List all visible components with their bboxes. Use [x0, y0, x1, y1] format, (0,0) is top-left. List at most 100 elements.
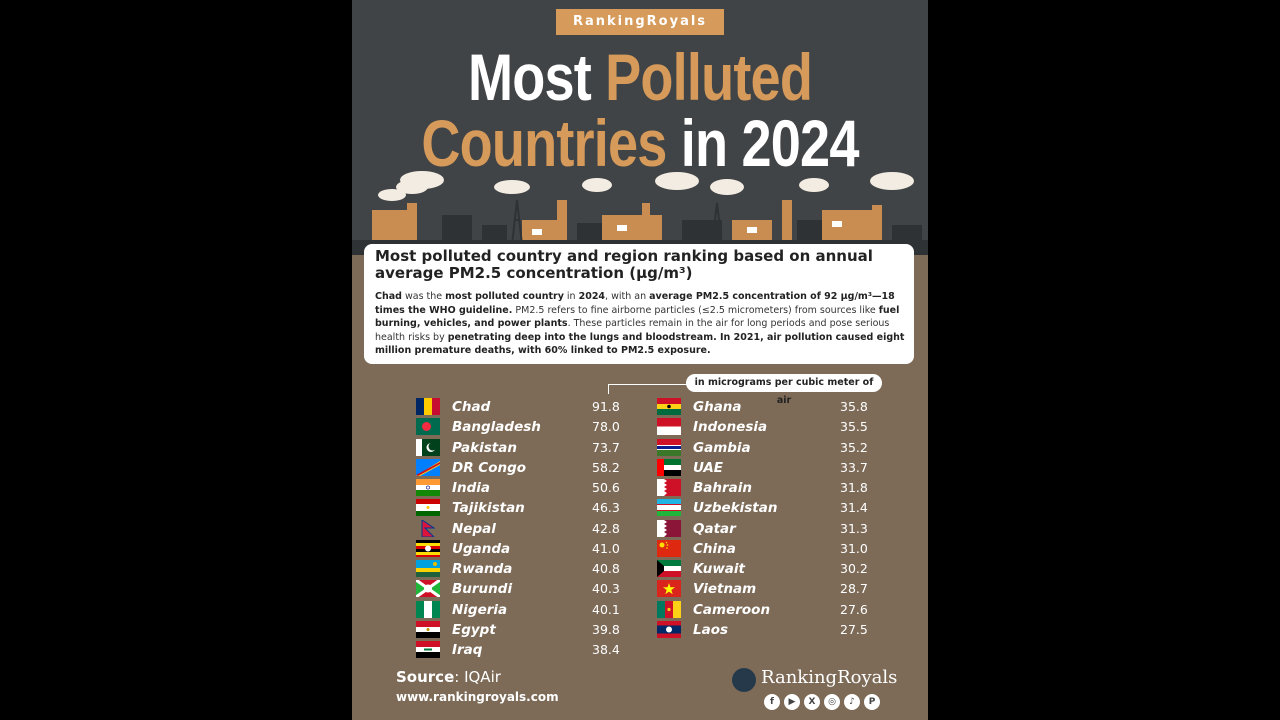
country-row: Uzbekistan 31.4	[657, 499, 880, 519]
country-name: Iraq	[452, 642, 483, 658]
country-name: Ghana	[693, 399, 742, 415]
country-row: Rwanda 40.8	[416, 560, 632, 580]
pm25-value: 35.8	[840, 399, 868, 414]
ranking-royals-logo-icon	[732, 668, 756, 692]
pm25-value: 33.7	[840, 459, 868, 475]
country-row: Cameroon 27.6	[657, 600, 880, 621]
pm25-value: 31.8	[840, 480, 868, 495]
pm25-value: 30.2	[840, 561, 868, 576]
flag-icon	[416, 641, 440, 658]
country-name: Burundi	[452, 581, 513, 598]
country-name: Vietnam	[693, 581, 757, 598]
pm25-value: 27.5	[840, 621, 868, 637]
country-row: Egypt 39.8	[416, 620, 632, 641]
pm25-value: 27.6	[840, 601, 868, 617]
country-name: Qatar	[693, 520, 736, 537]
country-row: Nepal 42.8	[416, 519, 632, 540]
tiktok-icon[interactable]: ♪	[844, 694, 860, 710]
country-name: Indonesia	[693, 419, 768, 436]
country-row: Qatar 31.3	[657, 519, 880, 540]
country-row: Vietnam 28.7	[657, 580, 880, 600]
flag-icon	[416, 438, 440, 456]
country-name: Cameroon	[693, 601, 771, 618]
title-word-year: in 2024	[680, 106, 860, 180]
title-line-1: Most Polluted	[404, 42, 876, 112]
flag-icon	[416, 539, 440, 557]
country-row: Iraq 38.4	[416, 641, 632, 661]
youtube-icon[interactable]: ▶	[784, 694, 800, 710]
country-name: Egypt	[452, 621, 496, 638]
country-name: China	[693, 540, 736, 557]
country-name: Laos	[693, 621, 729, 638]
country-name: India	[452, 480, 491, 496]
country-row: UAE 33.7	[657, 458, 880, 479]
country-name: Nigeria	[452, 601, 508, 618]
country-row: Uganda 41.0	[416, 539, 632, 560]
pm25-value: 35.5	[840, 419, 868, 435]
country-name: Uzbekistan	[693, 500, 778, 517]
pm25-value: 91.8	[592, 399, 620, 414]
flag-icon	[416, 499, 440, 517]
industrial-skyline-illustration	[352, 171, 928, 255]
pm25-value: 31.3	[840, 520, 868, 536]
instagram-icon[interactable]: ◎	[824, 694, 840, 710]
flag-icon	[416, 580, 440, 598]
country-row: India 50.6	[416, 479, 632, 499]
pm25-value: 73.7	[592, 439, 620, 455]
country-name: Bangladesh	[452, 419, 541, 436]
country-name: Rwanda	[452, 561, 513, 577]
flag-icon	[416, 418, 440, 436]
website-url[interactable]: www.rankingroyals.com	[396, 690, 559, 704]
flag-icon	[657, 438, 681, 456]
country-row: Bahrain 31.8	[657, 479, 880, 499]
flag-icon	[416, 519, 440, 537]
facebook-icon[interactable]: f	[764, 694, 780, 710]
brand-tag: RankingRoyals	[556, 9, 724, 35]
flag-icon	[657, 620, 681, 638]
country-name: Nepal	[452, 520, 496, 537]
pm25-value: 35.2	[840, 439, 868, 455]
flag-icon	[657, 418, 681, 436]
country-row: Kuwait 30.2	[657, 560, 880, 580]
pm25-value: 31.0	[840, 540, 868, 556]
flag-icon	[416, 600, 440, 618]
pm25-value: 46.3	[592, 500, 620, 516]
country-row: Laos 27.5	[657, 620, 880, 641]
country-row: Pakistan 73.7	[416, 438, 632, 459]
unit-connector-line	[608, 384, 688, 394]
pm25-value: 31.4	[840, 500, 868, 516]
pm25-value: 50.6	[592, 480, 620, 495]
x-icon[interactable]: X	[804, 694, 820, 710]
country-name: DR Congo	[452, 459, 527, 476]
flag-icon	[657, 479, 681, 496]
flag-icon	[416, 620, 440, 638]
pm25-value: 41.0	[592, 540, 620, 556]
logo-name: RankingRoyals	[761, 667, 898, 688]
country-name: Bahrain	[693, 480, 753, 496]
pm25-value: 39.8	[592, 621, 620, 637]
flag-icon	[657, 458, 681, 476]
country-row: Nigeria 40.1	[416, 600, 632, 621]
pm25-value: 40.3	[592, 581, 620, 597]
flag-icon	[416, 479, 440, 496]
country-name: Uganda	[452, 540, 511, 557]
unit-label: in micrograms per cubic meter of air	[686, 374, 882, 406]
source-credit: Source: IQAir	[396, 668, 501, 686]
country-name: UAE	[693, 459, 724, 476]
country-row: Bangladesh 78.0	[416, 418, 632, 438]
flag-icon	[657, 398, 681, 415]
header-panel: RankingRoyals Most Polluted Countries in…	[352, 0, 928, 250]
country-name: Gambia	[693, 439, 751, 456]
pm25-value: 78.0	[592, 419, 620, 435]
info-heading: Most polluted country and region ranking…	[375, 247, 873, 282]
info-paragraph: Chad was the most polluted country in 20…	[375, 291, 905, 356]
title-line-2: Countries in 2024	[404, 108, 876, 178]
flag-icon	[416, 398, 440, 415]
flag-icon	[416, 560, 440, 577]
flag-icon	[657, 539, 681, 557]
pm25-value: 58.2	[592, 459, 620, 475]
country-name: Pakistan	[452, 439, 517, 456]
country-row: Gambia 35.2	[657, 438, 880, 459]
pinterest-icon[interactable]: P	[864, 694, 880, 710]
country-row: DR Congo 58.2	[416, 458, 632, 479]
